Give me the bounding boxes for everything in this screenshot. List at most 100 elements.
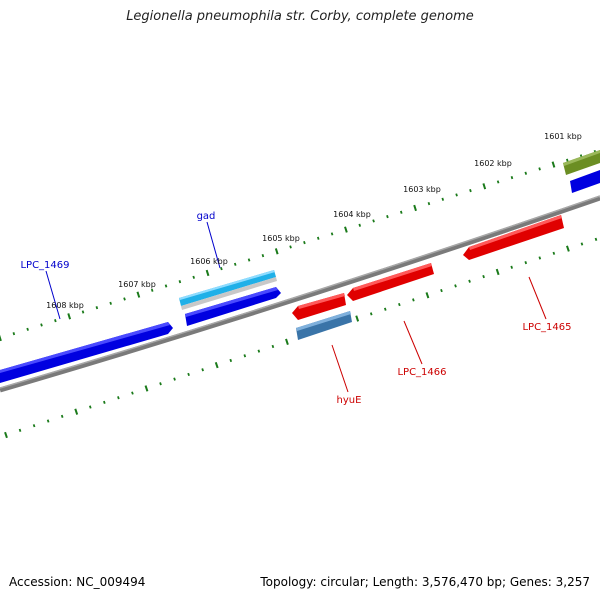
minor-tick bbox=[192, 275, 195, 279]
major-tick bbox=[4, 431, 8, 439]
gene-forward-1606[interactable] bbox=[185, 287, 281, 326]
tick-label-1605: 1605 kbp bbox=[262, 234, 300, 243]
tick-label-1607: 1607 kbp bbox=[118, 280, 156, 289]
tick-ring-inner bbox=[4, 237, 598, 439]
minor-tick bbox=[469, 188, 472, 193]
minor-tick bbox=[399, 210, 403, 214]
lpc1469-leader-line bbox=[45, 270, 61, 320]
gene-olive[interactable] bbox=[563, 150, 600, 175]
minor-tick bbox=[46, 419, 50, 423]
minor-tick bbox=[427, 201, 431, 206]
gene-label-lpc1465: LPC_1465 bbox=[522, 322, 571, 333]
minor-tick bbox=[95, 306, 99, 310]
gene-lpc1469[interactable] bbox=[0, 322, 173, 383]
minor-tick bbox=[538, 256, 542, 260]
tick-label-1606: 1606 kbp bbox=[190, 257, 228, 266]
tick-label-1604: 1604 kbp bbox=[333, 210, 371, 219]
gene-forward-1601[interactable] bbox=[570, 170, 600, 193]
minor-tick bbox=[303, 241, 306, 245]
major-tick bbox=[67, 313, 72, 320]
minor-tick bbox=[81, 310, 85, 314]
gene-hyue[interactable] bbox=[296, 311, 352, 340]
tick-label-1608: 1608 kbp bbox=[46, 301, 84, 310]
genome-stats-text: Topology: circular; Length: 3,576,470 bp… bbox=[260, 575, 590, 589]
minor-tick bbox=[566, 158, 569, 162]
major-tick bbox=[274, 248, 279, 255]
gad-leader-line bbox=[206, 221, 221, 269]
minor-tick bbox=[482, 274, 485, 279]
major-tick bbox=[355, 315, 360, 322]
gene-label-hyue: hyuE bbox=[337, 395, 362, 406]
minor-tick bbox=[243, 354, 247, 358]
genome-backbone-highlight bbox=[0, 195, 600, 389]
minor-tick bbox=[150, 288, 154, 292]
minor-tick bbox=[510, 265, 514, 269]
major-tick bbox=[413, 204, 417, 212]
gene-lpc1465[interactable] bbox=[463, 215, 564, 260]
minor-tick bbox=[289, 245, 292, 249]
map-title: Legionella pneumophila str. Corby, compl… bbox=[126, 9, 474, 24]
minor-tick bbox=[257, 349, 261, 353]
major-tick bbox=[136, 291, 141, 298]
minor-tick bbox=[40, 323, 43, 327]
minor-tick bbox=[524, 171, 528, 175]
minor-tick bbox=[496, 180, 500, 184]
gene-label-gad: gad bbox=[197, 211, 216, 222]
minor-tick bbox=[233, 262, 237, 266]
minor-tick bbox=[60, 414, 64, 418]
minor-tick bbox=[88, 405, 92, 409]
tick-label-1602: 1602 kbp bbox=[474, 159, 512, 168]
tick-label-1603: 1603 kbp bbox=[403, 185, 441, 194]
gene-reverse-small[interactable] bbox=[292, 293, 346, 320]
major-tick bbox=[425, 292, 430, 299]
major-tick bbox=[0, 334, 2, 342]
minor-tick bbox=[131, 391, 134, 395]
gene-gad[interactable] bbox=[179, 270, 277, 310]
minor-tick bbox=[261, 254, 265, 258]
minor-tick bbox=[441, 197, 445, 201]
minor-tick bbox=[12, 332, 16, 336]
major-tick bbox=[344, 226, 348, 233]
major-tick bbox=[144, 385, 149, 392]
minor-tick bbox=[117, 396, 120, 400]
minor-tick bbox=[369, 312, 373, 316]
minor-tick bbox=[524, 261, 528, 265]
minor-tick bbox=[468, 279, 471, 283]
gene-lpc1466[interactable] bbox=[347, 263, 434, 301]
lpc1466-leader-line bbox=[403, 320, 423, 365]
minor-tick bbox=[123, 297, 126, 301]
minor-tick bbox=[164, 284, 168, 288]
minor-tick bbox=[358, 223, 362, 227]
minor-tick bbox=[552, 251, 556, 255]
major-tick bbox=[482, 183, 487, 190]
minor-tick bbox=[32, 424, 36, 428]
major-tick bbox=[214, 361, 219, 369]
minor-tick bbox=[159, 382, 162, 386]
minor-tick bbox=[386, 215, 389, 219]
gene-label-lpc1469: LPC_1469 bbox=[20, 260, 69, 271]
minor-tick bbox=[580, 242, 584, 246]
major-tick bbox=[205, 269, 210, 277]
minor-tick bbox=[510, 175, 514, 180]
major-tick bbox=[551, 161, 556, 168]
genome-backbone bbox=[0, 195, 600, 393]
minor-tick bbox=[26, 327, 29, 331]
minor-tick bbox=[372, 219, 375, 223]
minor-tick bbox=[187, 372, 190, 377]
tick-label-1601: 1601 kbp bbox=[544, 132, 582, 141]
minor-tick bbox=[247, 258, 251, 262]
minor-tick bbox=[178, 280, 182, 284]
minor-tick bbox=[594, 237, 598, 241]
accession-text: Accession: NC_009494 bbox=[9, 575, 146, 589]
minor-tick bbox=[201, 368, 204, 372]
hyue-leader-line bbox=[331, 344, 349, 393]
minor-tick bbox=[330, 232, 334, 236]
lpc1465-leader-line bbox=[528, 276, 547, 320]
minor-tick bbox=[54, 319, 57, 323]
minor-tick bbox=[412, 298, 415, 302]
minor-tick bbox=[271, 344, 275, 349]
minor-tick bbox=[316, 236, 320, 240]
minor-tick bbox=[229, 358, 233, 363]
minor-tick bbox=[109, 301, 112, 305]
